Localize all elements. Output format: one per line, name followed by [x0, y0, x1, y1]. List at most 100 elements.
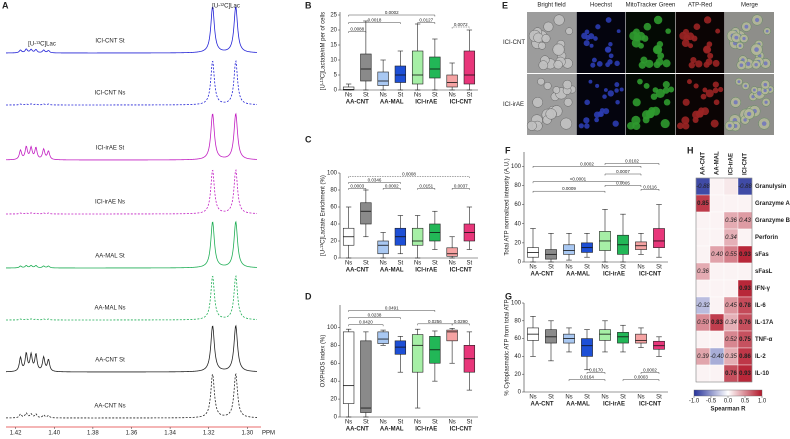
x-tick-label: 1.34 [164, 431, 176, 437]
p-value: 0.0290 [454, 319, 468, 324]
cell-nucleus [761, 121, 767, 126]
heatmap-cell [709, 330, 725, 349]
significance-bracket [348, 22, 401, 24]
cell [615, 100, 620, 105]
p-value: 0.0003 [350, 183, 364, 188]
cell [703, 61, 710, 68]
y-axis-label: Total ATP normalized intensity (A.U.) [505, 158, 511, 255]
significance-bracket [604, 185, 642, 187]
y-tick-label: 60 [514, 336, 521, 342]
cell-nucleus [738, 44, 742, 48]
p-value: 0.0346 [368, 177, 382, 182]
x-tick-label: St [398, 261, 404, 267]
box [377, 240, 389, 255]
cell-nucleus [744, 24, 749, 29]
y-tick-label: 20 [514, 372, 521, 378]
x-tick-label: Ns [414, 93, 421, 99]
cell-label: -0.32 [696, 303, 710, 309]
y-tick-label: 40 [330, 379, 337, 385]
heatmap-cell [737, 228, 753, 247]
heatmap-cell [709, 211, 725, 230]
cell [665, 28, 671, 34]
cell-label: 0.43 [739, 218, 751, 224]
cell [537, 77, 545, 86]
p-value: 0.0009 [562, 186, 576, 191]
x-tick-label: Ns [379, 420, 386, 426]
row-label: IFN-γ [755, 286, 771, 292]
x-tick-label: 1.32 [203, 431, 215, 437]
row-label: Granzyme B [755, 218, 790, 224]
cell [695, 110, 704, 118]
image-column-label: MitoTracker Green [626, 3, 676, 9]
group-label: AA-MAL [380, 268, 404, 274]
significance-bracket [348, 188, 367, 190]
x-tick-label: 1.30 [242, 431, 254, 437]
cell-nucleus [756, 91, 762, 96]
cell [526, 120, 537, 131]
p-value: 0.0003 [634, 375, 648, 380]
y-tick-label: 80 [514, 318, 521, 324]
y-axis-label: % Cytoplasmatic ATP from total ATP [505, 299, 511, 395]
group-label: AA-CNT [531, 402, 554, 408]
cell [597, 110, 604, 117]
cell-nucleus [764, 100, 768, 104]
heatmap-cell [723, 177, 739, 196]
significance-bracket [348, 324, 384, 327]
cell [712, 81, 719, 88]
cell-label: 0.34 [725, 320, 737, 326]
group-label: AA-MAL [566, 402, 590, 408]
y-tick-label: 0 [334, 88, 338, 94]
colorbar-tick-label: -0.5 [706, 399, 717, 405]
spectrum-trace [6, 274, 258, 321]
x-tick-label: Ns [637, 395, 644, 401]
significance-bracket [622, 379, 660, 382]
cell-nucleus [743, 118, 747, 122]
significance-bracket [568, 379, 606, 382]
y-tick-label: 15 [330, 43, 337, 49]
x-tick-label: St [467, 261, 473, 267]
box [342, 331, 355, 404]
heatmap-cell [695, 211, 711, 230]
y-tick-label: 80 [514, 183, 521, 189]
y-tick-label: 60 [514, 202, 521, 208]
y-tick-label: 60 [330, 205, 337, 211]
cell [705, 89, 714, 98]
cell [653, 15, 663, 25]
row-label: Granulysin [755, 184, 787, 190]
box [411, 50, 424, 85]
image-column-label: Merge [741, 3, 759, 9]
heatmap-cell [695, 279, 711, 298]
x-tick-label: St [656, 265, 662, 271]
box [429, 56, 441, 79]
cell [552, 86, 561, 94]
x-tick-label: Ns [345, 93, 352, 99]
p-value: 0.0037 [454, 183, 468, 188]
x-tick-label: St [620, 395, 626, 401]
cell [681, 39, 690, 48]
cell [563, 97, 573, 107]
cell [565, 27, 573, 35]
cell [560, 117, 573, 130]
p-value: 0.0170 [589, 367, 603, 372]
x-tick-label: 1.36 [126, 431, 138, 437]
cell [637, 78, 643, 85]
heatmap-cell [709, 177, 725, 196]
heatmap-cell [695, 228, 711, 247]
row-label: sFas [755, 252, 769, 258]
trace-label: AA-CNT Ns [94, 404, 125, 410]
significance-bracket [640, 189, 660, 191]
group-label: ICI-irAE [603, 272, 625, 278]
cell [608, 42, 613, 47]
group-label: AA-MAL [566, 272, 590, 278]
colorbar-tick-label: 0.0 [724, 399, 733, 405]
cell [545, 108, 557, 120]
p-value: 0.0256 [428, 319, 442, 324]
cell [702, 45, 712, 54]
box [360, 53, 372, 82]
panel-letter: D [305, 291, 312, 301]
cell-label: 0.83 [711, 320, 723, 326]
x-tick-label: St [363, 420, 369, 426]
row-label: sFasL [755, 269, 773, 275]
cell [619, 87, 624, 92]
